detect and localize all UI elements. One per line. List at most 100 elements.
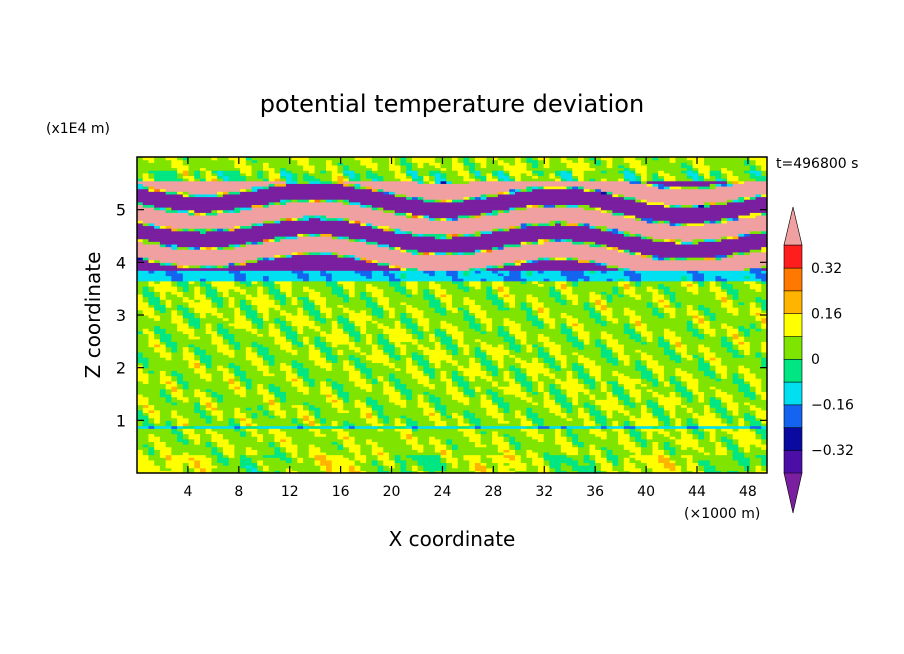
field-cell: [348, 430, 402, 435]
field-cell: [623, 278, 631, 282]
field-cell: [560, 391, 568, 395]
field-cell: [589, 225, 596, 229]
field-cell: [371, 349, 384, 353]
field-cell: [726, 280, 745, 284]
field-cell: [240, 243, 247, 248]
field-cell: [612, 394, 619, 398]
field-cell: [520, 365, 545, 369]
field-cell: [480, 317, 493, 321]
field-cell: [658, 341, 671, 345]
field-cell: [423, 330, 436, 335]
field-cell: [669, 288, 688, 292]
field-cell: [234, 225, 241, 229]
field-cell: [440, 365, 459, 369]
field-cell: [280, 238, 350, 242]
field-cell: [463, 417, 470, 421]
field-cell: [320, 449, 350, 453]
field-cell: [245, 372, 264, 377]
field-cell: [641, 283, 659, 287]
field-cell: [532, 457, 545, 461]
field-cell: [274, 433, 287, 437]
field-cell: [263, 288, 270, 292]
field-cell: [486, 286, 493, 290]
field-cell: [509, 433, 528, 437]
field-cell: [686, 286, 699, 290]
field-cell: [165, 225, 172, 229]
field-cell: [497, 362, 505, 366]
field-cell: [497, 386, 522, 390]
field-cell: [331, 404, 344, 408]
field-cell: [360, 367, 373, 371]
field-cell: [509, 288, 550, 292]
field-cell: [326, 383, 333, 387]
field-cell: [560, 286, 568, 290]
field-cell: [411, 351, 419, 356]
field-cell: [692, 241, 699, 245]
field-cell: [389, 283, 402, 287]
field-cell: [268, 288, 281, 292]
field-cell: [446, 291, 487, 295]
field-cell: [440, 451, 447, 456]
field-cell: [205, 444, 213, 448]
field-cell: [692, 459, 699, 464]
field-cell: [406, 304, 413, 308]
field-cell: [371, 296, 379, 300]
field-cell: [726, 372, 734, 377]
field-cell: [377, 375, 384, 379]
field-cell: [440, 336, 453, 340]
field-cell: [137, 322, 178, 327]
field-cell: [142, 422, 155, 427]
field-cell: [234, 338, 276, 342]
field-cell: [366, 293, 373, 298]
field-cell: [641, 322, 648, 327]
field-cell: [452, 449, 499, 453]
field-cell: [452, 357, 470, 361]
field-cell: [503, 391, 528, 395]
field-cell: [572, 328, 585, 332]
field-cell: [303, 299, 310, 303]
field-cell: [560, 272, 585, 277]
field-cell: [658, 372, 665, 377]
field-cell: [492, 372, 499, 377]
field-cell: [400, 301, 407, 306]
field-cell: [177, 388, 184, 392]
field-cell: [641, 336, 648, 340]
field-cell: [663, 238, 671, 242]
field-cell: [228, 354, 235, 358]
field-cell: [308, 420, 316, 424]
field-cell: [686, 322, 694, 327]
field-cell: [177, 412, 201, 416]
field-cell: [600, 346, 608, 350]
field-cell: [389, 338, 419, 342]
field-cell: [658, 283, 665, 287]
field-cell: [291, 459, 298, 464]
field-cell: [371, 315, 379, 319]
field-cell: [698, 420, 722, 424]
field-cell: [194, 367, 207, 371]
field-cell: [732, 333, 739, 337]
field-cell: [560, 444, 573, 448]
field-cell: [137, 238, 144, 242]
field-cell: [348, 299, 367, 303]
field-cell: [348, 436, 356, 440]
field-cell: [268, 467, 287, 471]
field-cell: [555, 283, 562, 287]
field-cell: [337, 441, 344, 445]
field-cell: [171, 412, 178, 416]
field-cell: [423, 309, 436, 313]
field-cell: [291, 365, 304, 369]
field-cell: [698, 444, 717, 448]
field-cell: [452, 451, 505, 456]
field-cell: [366, 470, 379, 473]
field-cell: [560, 428, 568, 432]
field-cell: [245, 262, 379, 266]
field-cell: [263, 470, 276, 473]
field-cell: [182, 264, 190, 269]
field-cell: [560, 365, 568, 369]
field-cell: [188, 304, 213, 308]
field-cell: [549, 365, 562, 369]
field-cell: [572, 441, 585, 445]
field-cell: [463, 299, 476, 303]
field-cell: [675, 449, 699, 453]
field-cell: [635, 338, 642, 342]
